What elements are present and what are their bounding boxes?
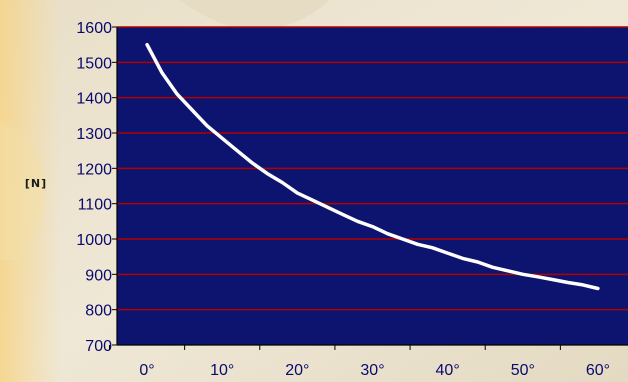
y-tick-label: 1300 [76,126,112,143]
x-tick-label: 10° [210,362,234,379]
y-tick-label: 1000 [76,232,112,249]
y-tick-label: 1400 [76,91,112,108]
x-tick-label: 20° [285,362,309,379]
y-tick-label: 1500 [76,55,112,72]
series-layer [145,42,600,291]
x-tick-label: 50° [511,362,535,379]
y-tick-label: 700 [85,338,112,355]
gridlines [117,26,628,311]
y-tick-label: 1100 [78,197,113,214]
y-axis-label: [N] [25,177,47,190]
axes [116,27,628,346]
x-axis-ticks: 0° 10° 20° 30° 40° 50° 60° [108,345,610,379]
x-tick-label: 60° [586,362,610,379]
plot-area [117,27,628,345]
y-tick-label: 800 [85,303,112,320]
x-tick-label: 30° [360,362,384,379]
y-tick-label: 1600 [76,20,112,37]
x-tick-label: 0° [139,362,154,379]
y-tick-label: 900 [85,267,112,284]
y-axis-ticks: 700 800 900 1000 1100 1200 1300 1400 1500 1600 [76,20,117,355]
x-tick-label: 40° [436,362,460,379]
y-tick-label: 1200 [76,161,112,178]
